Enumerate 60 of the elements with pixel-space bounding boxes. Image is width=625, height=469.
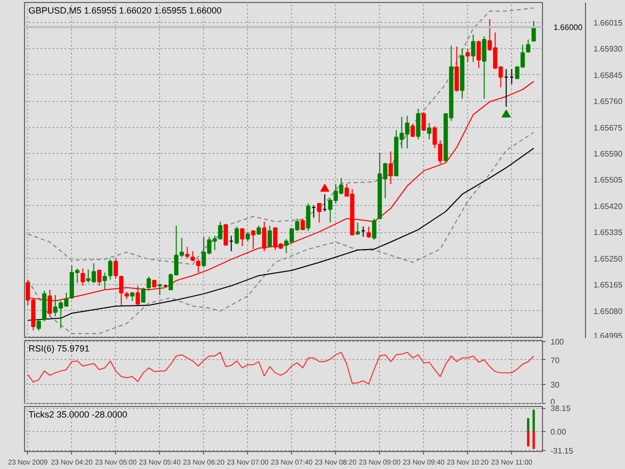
y-tick-label: 1.66015 (594, 18, 623, 28)
candlestick (240, 228, 244, 247)
candlestick (526, 38, 530, 54)
candlestick (306, 202, 310, 232)
y-tick-label: 1.65590 (594, 150, 623, 159)
candlestick (224, 223, 228, 246)
y-tick-label: 30 (550, 380, 560, 390)
y-tick-label: 1.65165 (594, 280, 623, 290)
y-tick-label: -31.15 (550, 446, 574, 456)
candlestick (114, 258, 118, 280)
candlestick (532, 20, 536, 42)
y-tick-label: 1.65420 (594, 202, 623, 211)
candlestick (427, 122, 432, 140)
candlestick (234, 226, 239, 245)
candlestick (454, 46, 459, 92)
candlestick (190, 250, 195, 262)
candlestick (158, 283, 162, 296)
candlestick (268, 225, 272, 248)
y-tick-label: 70 (550, 356, 560, 365)
chart-title: RSI(6) 75.9791 (28, 344, 90, 354)
candlestick (482, 36, 486, 100)
candlestick (185, 246, 190, 259)
candlestick (97, 268, 102, 286)
line-series (27, 352, 534, 384)
y-tick-label: 1.65760 (594, 97, 623, 106)
candlestick (410, 123, 415, 138)
y-tick-label: 1.65250 (594, 254, 623, 264)
y-tick-label: 38.15 (550, 404, 572, 414)
candlestick (366, 226, 371, 239)
candlestick (80, 268, 85, 286)
y-tick-label: 100 (550, 338, 564, 346)
chart-title: GBPUSD,M5 1.65955 1.66020 1.65955 1.66000 (28, 6, 222, 16)
candlestick (262, 221, 266, 252)
candlestick (196, 258, 200, 274)
candlestick (416, 108, 420, 140)
candlestick (372, 218, 376, 240)
y-tick-label: 1.65930 (594, 44, 623, 54)
candlestick (466, 48, 470, 62)
candlestick (246, 231, 250, 242)
candlestick (141, 287, 146, 303)
y-tick-label: 1.65335 (594, 228, 623, 238)
candlestick (388, 150, 393, 185)
candlestick (256, 225, 261, 236)
y-tick-label: 1.65845 (594, 70, 623, 80)
y-tick-label: 1.65505 (594, 176, 623, 185)
candlestick (146, 276, 151, 292)
candlestick (356, 222, 360, 236)
candlestick (422, 111, 426, 132)
y-tick-label: 0.00 (550, 427, 567, 436)
candlestick (102, 272, 107, 290)
candlestick (317, 202, 322, 224)
y-tick-label: 1.65080 (594, 306, 623, 316)
candlestick (251, 230, 256, 250)
candlestick (471, 34, 476, 62)
candlestick (476, 40, 481, 69)
y-tick-label: 1.65675 (594, 123, 623, 132)
chart-title: Ticks2 35.0000 -28.0000 (28, 410, 128, 420)
ref-line-label: 1.66000 (554, 23, 583, 32)
candlestick (300, 218, 305, 230)
candlestick (108, 258, 112, 280)
